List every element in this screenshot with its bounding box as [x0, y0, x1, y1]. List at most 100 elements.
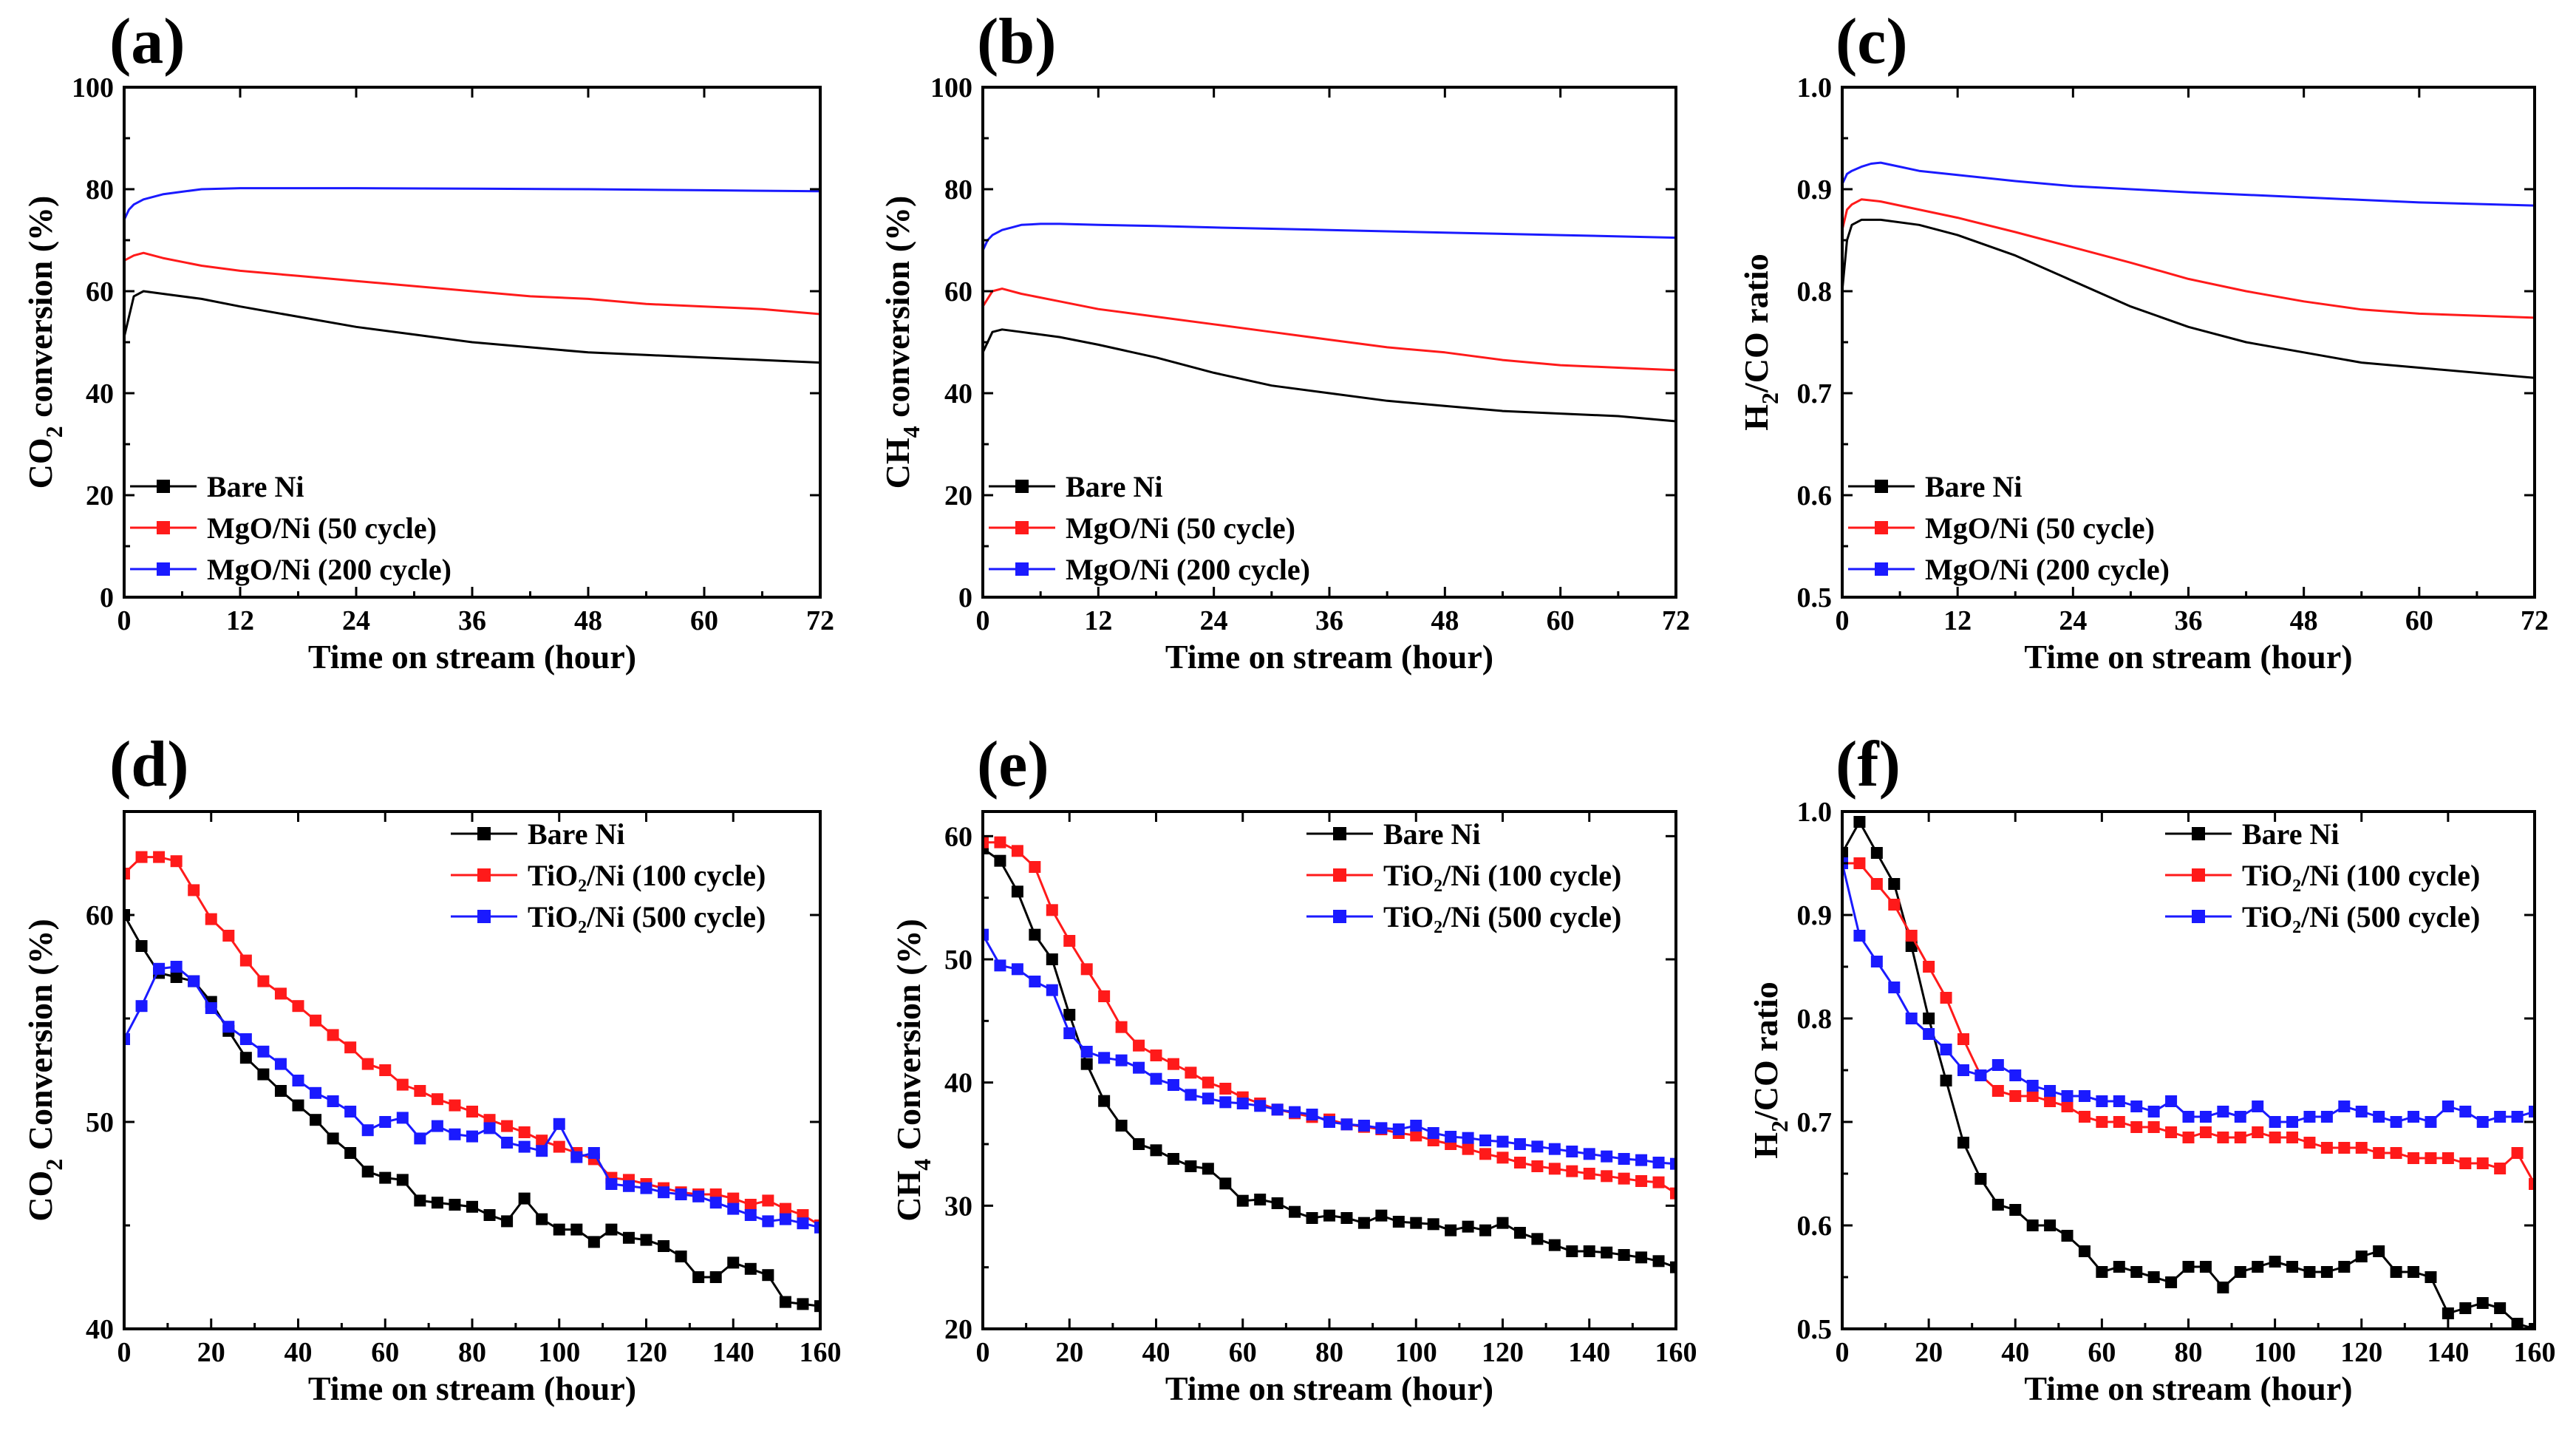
data-point	[2303, 1266, 2316, 1278]
data-point	[1601, 1246, 1613, 1259]
data-point	[983, 928, 989, 941]
data-point	[222, 930, 235, 942]
data-point	[2494, 1163, 2507, 1174]
data-point	[274, 987, 287, 1000]
data-point	[1479, 1134, 1492, 1146]
legend-label: Bare Ni	[528, 817, 624, 851]
data-point	[1410, 1120, 1422, 1132]
series-group	[124, 251, 820, 316]
x-tick-label: 36	[2175, 605, 2203, 636]
y-tick-label: 100	[72, 72, 114, 103]
data-point	[1853, 816, 1866, 828]
data-point	[361, 1058, 374, 1070]
data-point	[188, 975, 200, 987]
y-axis-label-main: CO	[21, 1171, 59, 1222]
data-point	[622, 1231, 635, 1244]
data-point	[1098, 1095, 1111, 1107]
data-point	[1923, 1028, 1935, 1040]
data-point	[2009, 1069, 2022, 1081]
data-point	[2113, 1095, 2125, 1107]
data-point	[1462, 1132, 1474, 1144]
data-point	[1618, 1172, 1630, 1185]
data-point	[1957, 1033, 1969, 1045]
data-point	[1496, 1217, 1509, 1229]
data-point	[1462, 1143, 1474, 1155]
data-point	[2425, 1116, 2437, 1128]
data-point	[1029, 928, 1041, 941]
data-point	[2096, 1116, 2108, 1128]
data-point	[1957, 1064, 1969, 1076]
x-tick-label: 40	[2001, 1337, 2029, 1368]
data-point	[414, 1132, 426, 1145]
data-point	[2355, 1251, 2368, 1262]
chart-panel: (c) 0 12 24 36 48 60 72 0.5 0.6 0.7 0.8 0.9 1.0 Time o…	[1737, 6, 2549, 676]
data-point	[1566, 1146, 1578, 1157]
legend-label: MgO/Ni (50 cycle)	[1925, 511, 2155, 545]
data-point	[239, 1052, 252, 1064]
data-point	[2476, 1157, 2489, 1169]
x-tick-label: 0	[117, 1337, 132, 1368]
x-tick-label: 140	[712, 1337, 754, 1368]
series-line	[983, 841, 1676, 1194]
series-group	[124, 961, 820, 1234]
data-point	[1115, 1054, 1128, 1067]
data-point	[797, 1298, 809, 1310]
data-point	[466, 1200, 478, 1213]
x-tick-label: 12	[1943, 605, 1972, 636]
data-point	[1202, 1163, 1214, 1175]
data-point	[431, 1093, 443, 1106]
data-point	[1167, 1153, 1179, 1165]
data-point	[2130, 1100, 2143, 1112]
data-point	[327, 1132, 339, 1145]
x-tick-label: 0	[1836, 605, 1850, 636]
data-point	[1513, 1227, 1526, 1239]
data-point	[2390, 1147, 2402, 1159]
data-point	[1853, 930, 1866, 942]
y-axis-label: H2/CO ratio	[1747, 982, 1793, 1159]
data-point	[1306, 1109, 1318, 1120]
data-point	[124, 1033, 130, 1045]
data-point	[2320, 1266, 2333, 1278]
data-point	[1905, 1013, 1918, 1024]
data-point	[1133, 1061, 1145, 1074]
data-point	[587, 1236, 600, 1248]
y-tick-label: 0.6	[1797, 480, 1833, 511]
x-tick-label: 100	[538, 1337, 580, 1368]
x-tick-label: 80	[458, 1337, 486, 1368]
data-point	[1496, 1135, 1509, 1148]
legend-label: TiO₂/Ni (100 cycle)	[2242, 859, 2480, 892]
data-point	[1080, 1046, 1093, 1058]
data-point	[1635, 1154, 1648, 1166]
data-point	[1289, 1205, 1301, 1218]
data-point	[570, 1223, 583, 1236]
legend-marker	[2192, 910, 2205, 923]
data-point	[2529, 1106, 2535, 1117]
series-group	[1842, 161, 2535, 207]
data-point	[2408, 1266, 2420, 1278]
data-point	[2009, 1090, 2022, 1102]
y-tick-label: 0.5	[1797, 1314, 1833, 1345]
data-point	[675, 1188, 687, 1200]
data-point	[518, 1192, 531, 1205]
y-tick-label: 0.7	[1797, 378, 1833, 409]
data-point	[709, 1271, 722, 1283]
data-point	[2147, 1106, 2160, 1117]
x-tick-label: 48	[574, 605, 602, 636]
x-tick-label: 80	[2175, 1337, 2203, 1368]
series-line	[124, 290, 820, 364]
data-point	[2303, 1137, 2316, 1149]
data-point	[1133, 1138, 1145, 1150]
data-point	[449, 1128, 461, 1140]
data-point	[2147, 1271, 2160, 1283]
y-tick-label: 0.8	[1797, 1004, 1833, 1035]
data-point	[1991, 1059, 2004, 1071]
data-point	[2182, 1261, 2195, 1273]
series-line	[124, 965, 820, 1229]
y-tick-label: 50	[944, 945, 972, 976]
data-point	[1513, 1157, 1526, 1168]
data-point	[153, 962, 166, 975]
y-tick-label: 1.0	[1797, 797, 1833, 828]
x-axis-label: Time on stream (hour)	[2024, 1370, 2352, 1407]
y-tick-label: 40	[944, 1068, 972, 1099]
